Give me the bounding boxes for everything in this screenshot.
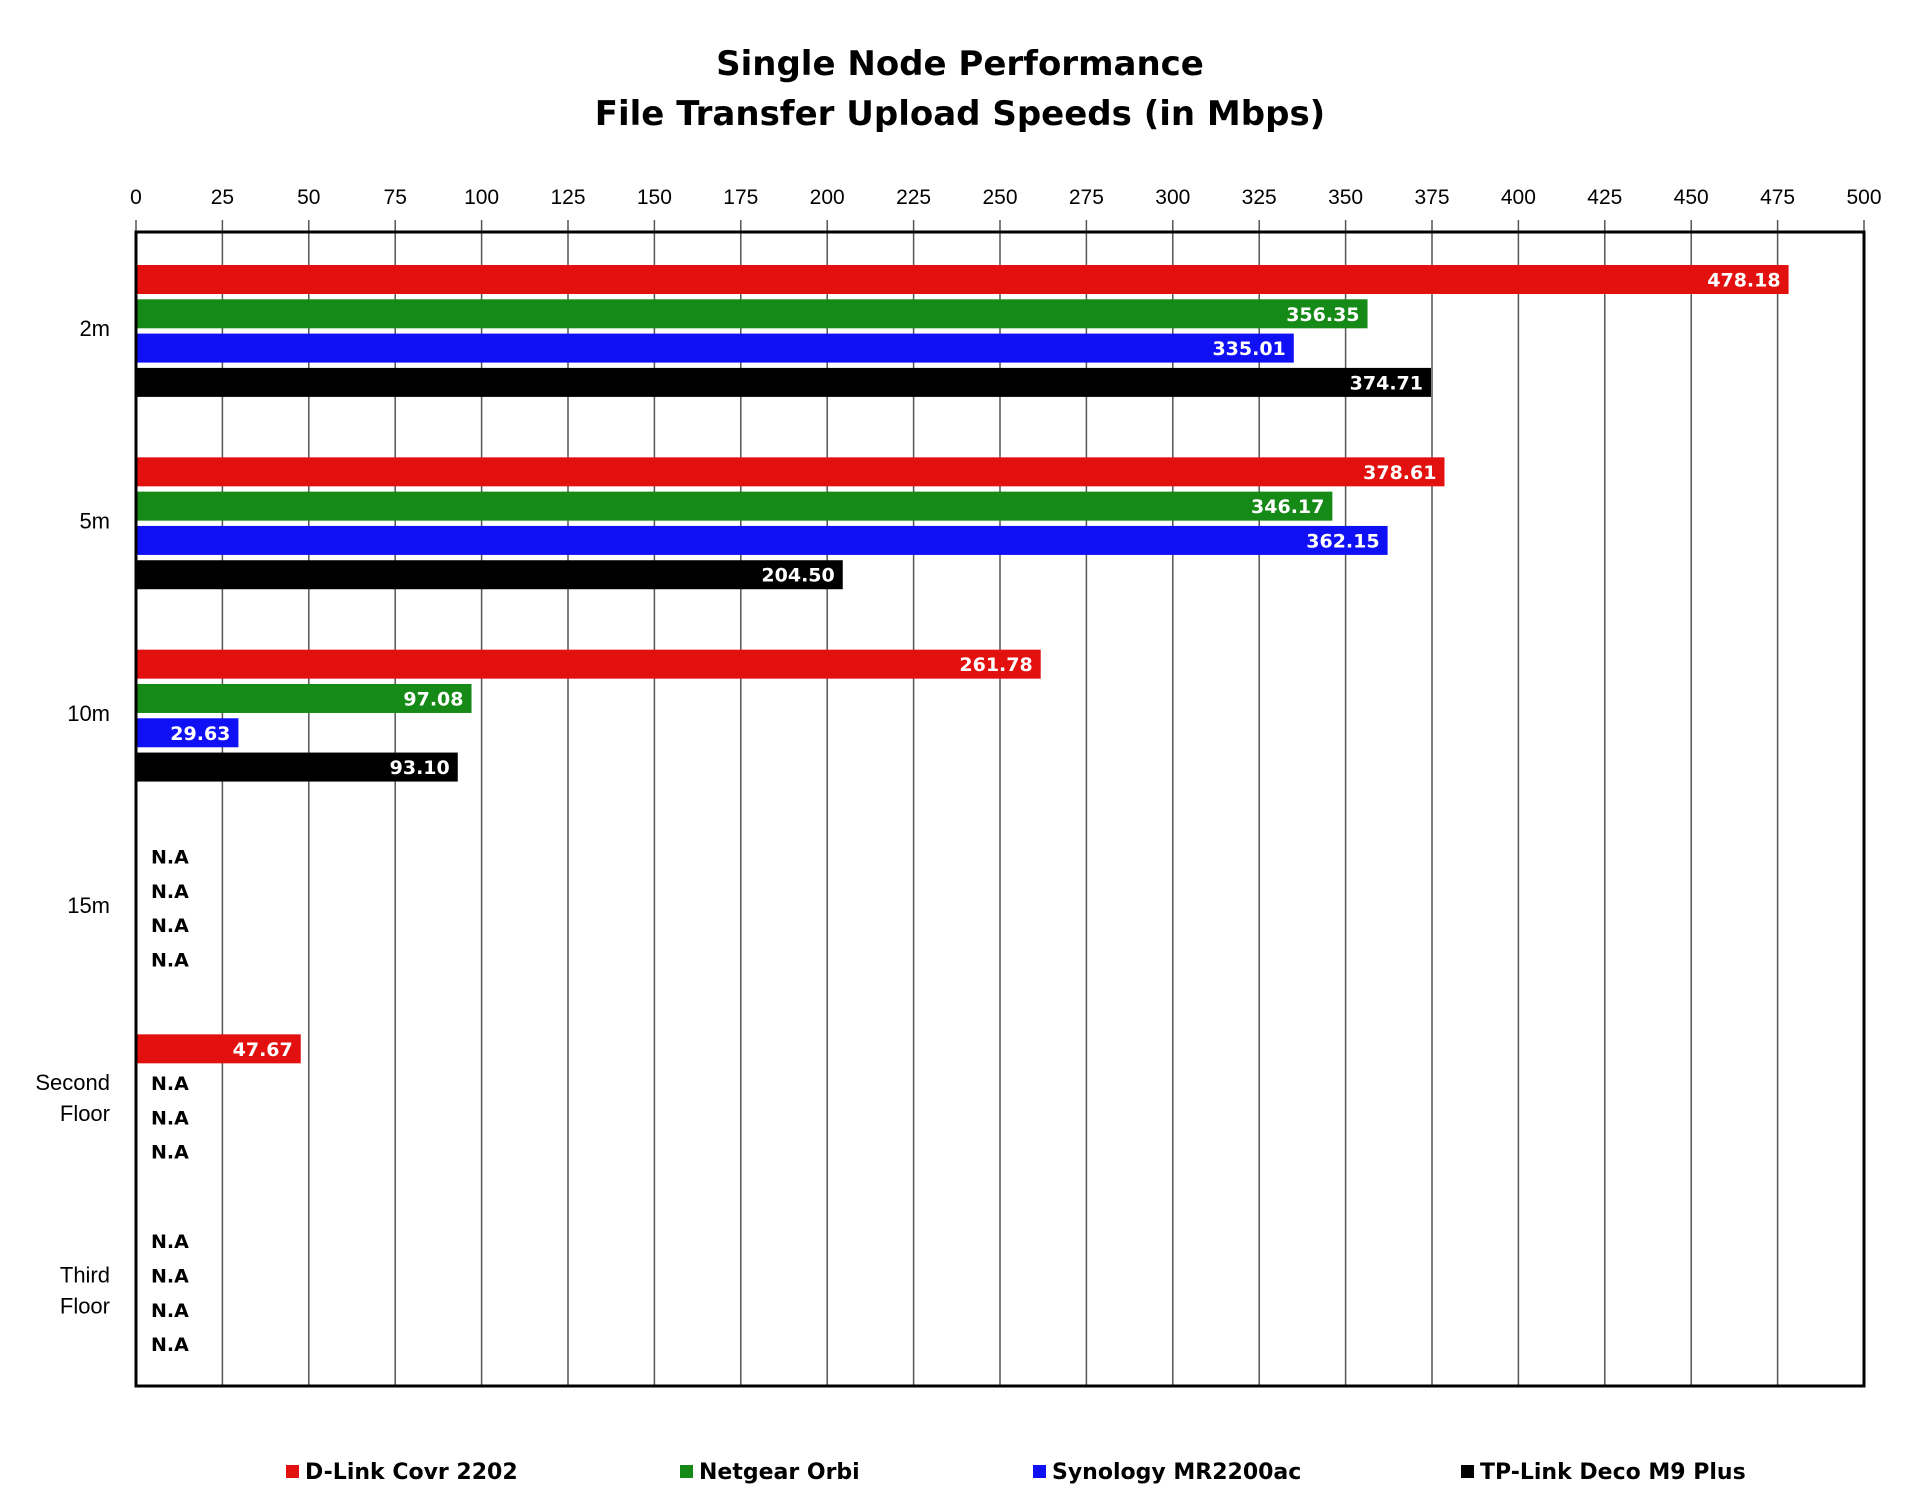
data-label: 29.63: [170, 723, 230, 745]
y-category-label: Floor: [60, 1101, 110, 1126]
bar: [136, 299, 1368, 329]
bar: [136, 333, 1294, 363]
legend-swatch: [1461, 1465, 1474, 1478]
x-tick-label: 200: [810, 186, 845, 209]
legend-label: Netgear Orbi: [699, 1460, 860, 1485]
na-label: N.A: [151, 1265, 189, 1287]
x-tick-label: 475: [1760, 186, 1795, 209]
x-tick-label: 175: [723, 186, 758, 209]
x-tick-label: 425: [1587, 186, 1622, 209]
data-label: 362.15: [1306, 530, 1379, 552]
data-label: 346.17: [1251, 496, 1324, 518]
bar: [136, 1034, 301, 1064]
data-label: 204.50: [761, 565, 834, 587]
y-axis-categories: 2m 5m 10m 15m Second Floor Third Floor: [35, 316, 110, 1318]
x-tick-label: 75: [384, 186, 407, 209]
x-tick-label: 275: [1069, 186, 1104, 209]
y-category-label: Third: [60, 1262, 110, 1287]
x-tick-label: 325: [1242, 186, 1277, 209]
y-category-label: 2m: [79, 316, 110, 341]
data-label: 378.61: [1363, 462, 1436, 484]
bar: [136, 683, 472, 713]
bar: [136, 491, 1333, 521]
na-label: N.A: [151, 915, 189, 937]
na-label: N.A: [151, 1107, 189, 1129]
na-label: N.A: [151, 1073, 189, 1095]
na-label: N.A: [151, 949, 189, 971]
bar: [136, 649, 1041, 679]
bar: [136, 265, 1789, 294]
legend-swatch: [286, 1465, 299, 1478]
na-label: N.A: [151, 1142, 189, 1164]
y-category-label: 5m: [79, 509, 110, 534]
x-tick-label: 500: [1846, 186, 1881, 209]
bar: [136, 560, 843, 590]
data-label: 47.67: [233, 1039, 293, 1061]
na-label: N.A: [151, 881, 189, 903]
x-tick-label: 50: [297, 186, 320, 209]
x-tick-label: 100: [464, 186, 499, 209]
legend-label: TP-Link Deco M9 Plus: [1480, 1460, 1746, 1485]
x-tick-label: 125: [550, 186, 585, 209]
x-tick-label: 0: [130, 186, 142, 209]
legend-swatch: [1033, 1465, 1046, 1478]
data-label: 261.78: [959, 654, 1032, 676]
na-label: N.A: [151, 1231, 189, 1253]
legend-label: Synology MR2200ac: [1052, 1460, 1301, 1485]
data-label: 478.18: [1707, 270, 1780, 292]
data-label: 97.08: [403, 688, 463, 710]
chart-title: Single Node Performance: [716, 44, 1204, 84]
x-tick-label: 25: [211, 186, 234, 209]
chart-subtitle: File Transfer Upload Speeds (in Mbps): [595, 94, 1325, 134]
y-category-label: 15m: [67, 893, 110, 918]
data-label: 356.35: [1286, 304, 1359, 326]
legend: D-Link Covr 2202 Netgear Orbi Synology MR2…: [286, 1460, 1746, 1485]
x-axis-ticks: 0 25 50 75 100 125 150 175 200 225 250 275 300 325 350…: [130, 186, 1881, 209]
na-label: N.A: [151, 1334, 189, 1356]
x-tick-label: 150: [637, 186, 672, 209]
x-tick-label: 375: [1414, 186, 1449, 209]
x-tick-label: 450: [1674, 186, 1709, 209]
data-label: 335.01: [1212, 338, 1285, 360]
x-tick-label: 300: [1155, 186, 1190, 209]
plot-frame: [134, 230, 1866, 1388]
x-tick-label: 350: [1328, 186, 1363, 209]
bar: [136, 718, 239, 748]
y-category-label: 10m: [67, 701, 110, 726]
y-category-label: Second: [35, 1070, 110, 1095]
legend-swatch: [680, 1465, 693, 1478]
bar: [136, 525, 1388, 555]
data-label: 93.10: [390, 757, 450, 779]
na-label: N.A: [151, 847, 189, 869]
bar: [136, 367, 1431, 397]
x-tick-label: 400: [1501, 186, 1536, 209]
y-category-label: Floor: [60, 1293, 110, 1318]
x-tick-label: 225: [896, 186, 931, 209]
gridlines: [135, 220, 1865, 1386]
x-tick-label: 250: [982, 186, 1017, 209]
bar: [136, 752, 458, 782]
data-label: 374.71: [1350, 372, 1423, 394]
na-label: N.A: [151, 1300, 189, 1322]
bar: [136, 457, 1445, 487]
legend-label: D-Link Covr 2202: [305, 1460, 518, 1485]
